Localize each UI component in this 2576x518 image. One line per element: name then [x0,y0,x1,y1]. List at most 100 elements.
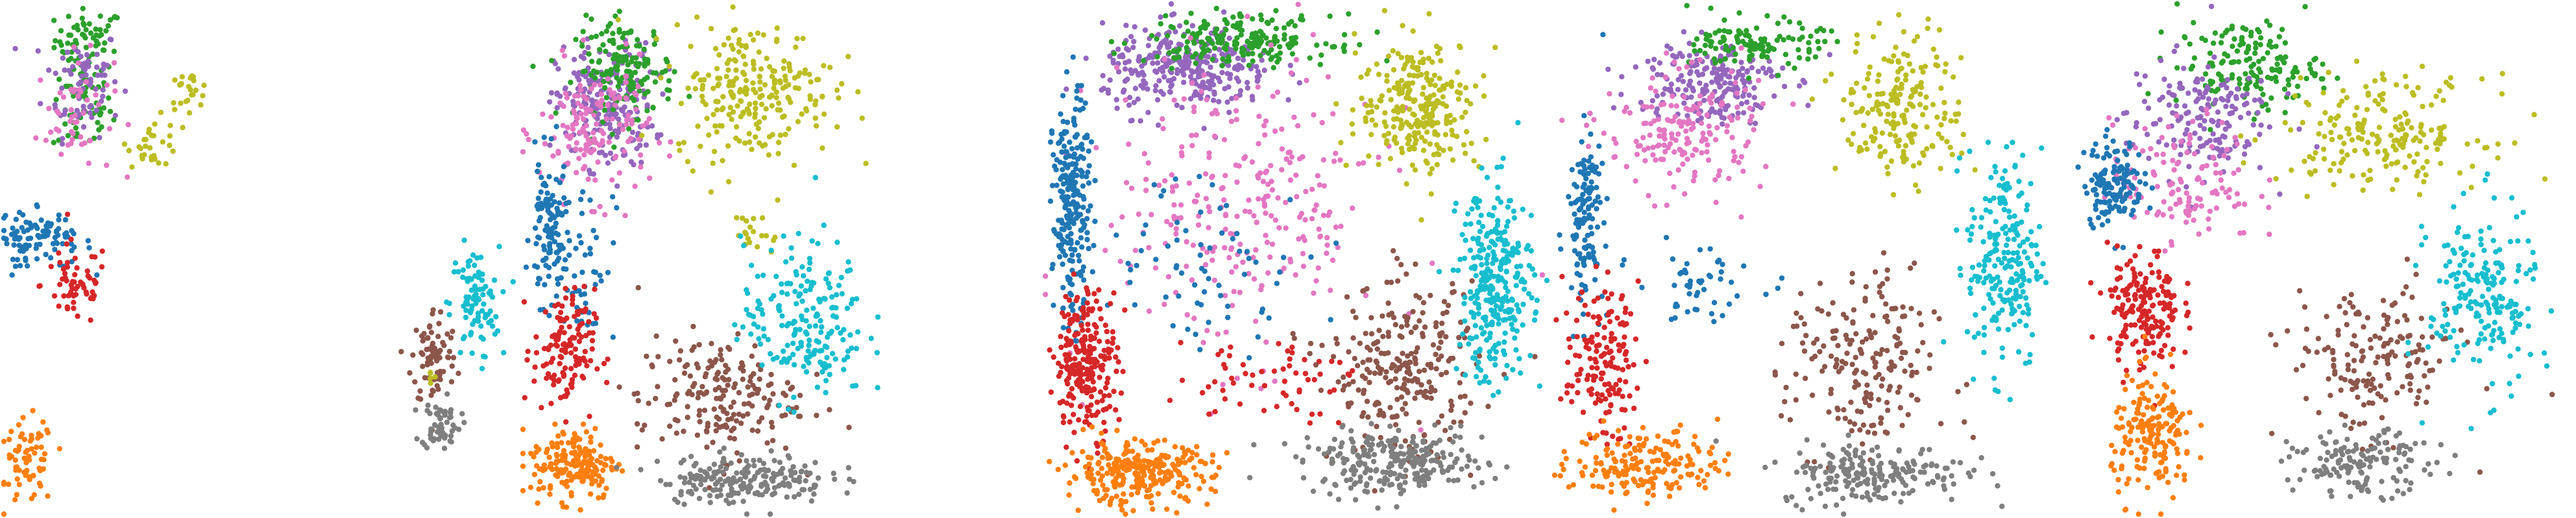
data-point [1050,262,1056,267]
data-point [1206,204,1211,210]
data-point [1057,254,1063,260]
data-point [1269,241,1276,247]
data-point [570,301,576,307]
data-point [813,123,820,129]
data-point [1422,138,1428,144]
data-point [1263,210,1269,216]
data-point [1259,309,1265,315]
data-point [1429,166,1435,172]
data-point [712,45,719,52]
data-point [1428,395,1434,401]
data-point [1237,249,1243,254]
data-point [1252,318,1259,325]
data-point [1121,451,1127,457]
data-point [1307,420,1313,426]
scatter-panel-3 [519,0,1038,518]
data-point [1487,330,1493,336]
data-point [6,481,12,487]
data-point [569,384,575,390]
data-point [1505,219,1511,225]
data-point [1212,488,1219,495]
data-point [1206,36,1212,42]
data-point [1080,449,1086,454]
data-point [1125,260,1131,266]
data-point [783,259,789,265]
data-point [818,318,823,324]
data-point [1287,62,1293,69]
data-point [657,478,664,484]
data-point [1136,72,1141,78]
data-point [1400,406,1405,412]
data-point [1365,357,1371,363]
data-point [62,121,68,127]
data-point [1366,68,1372,73]
data-point [1453,365,1459,372]
data-point [764,440,770,446]
data-point [1102,356,1108,362]
data-point [589,346,595,352]
data-point [821,62,827,69]
data-point [635,390,640,397]
data-point [585,45,591,51]
data-point [786,406,792,412]
data-point [740,499,746,504]
data-point [74,119,80,125]
data-point [1251,213,1257,219]
cluster-c5-series [616,285,852,491]
data-point [1433,320,1439,326]
data-point [1372,122,1379,128]
data-point [1136,463,1141,469]
data-point [609,194,616,200]
data-point [569,474,575,480]
data-point [656,140,662,146]
data-point [1406,137,1412,143]
data-point [583,301,589,306]
data-point [1366,153,1372,159]
data-point [582,358,588,364]
data-point [1105,375,1111,381]
data-point [792,469,798,476]
data-point [1368,315,1374,321]
data-point [1178,150,1185,156]
data-point [634,43,640,49]
data-point [1113,232,1119,238]
data-point [1463,110,1468,116]
data-point [587,245,593,251]
data-point [34,241,40,248]
data-point [510,278,516,285]
data-point [600,119,606,125]
data-point [812,323,819,329]
data-point [1107,53,1113,59]
data-point [1261,68,1267,73]
data-point [485,312,491,317]
data-point [1368,103,1374,108]
data-point [694,14,700,20]
data-point [1118,390,1124,396]
data-point [760,311,766,317]
data-point [1320,157,1327,163]
data-point [1453,201,1459,206]
data-point [646,116,652,121]
data-point [814,312,821,319]
data-point [577,147,583,153]
data-point [533,350,540,356]
data-point [542,141,548,147]
data-point [1102,247,1108,253]
data-point [614,75,620,81]
data-point [693,460,699,467]
data-point [1402,83,1408,89]
data-point [1063,149,1069,155]
data-point [40,466,46,472]
data-point [791,162,797,168]
data-point [1325,74,1331,80]
data-point [1193,60,1198,66]
data-point [844,490,850,496]
data-point [1464,325,1471,331]
data-point [1316,226,1322,232]
data-point [1095,450,1100,456]
data-point [624,68,630,75]
data-point [691,344,697,350]
data-point [27,438,33,444]
data-point [97,13,103,19]
data-point [594,121,600,127]
